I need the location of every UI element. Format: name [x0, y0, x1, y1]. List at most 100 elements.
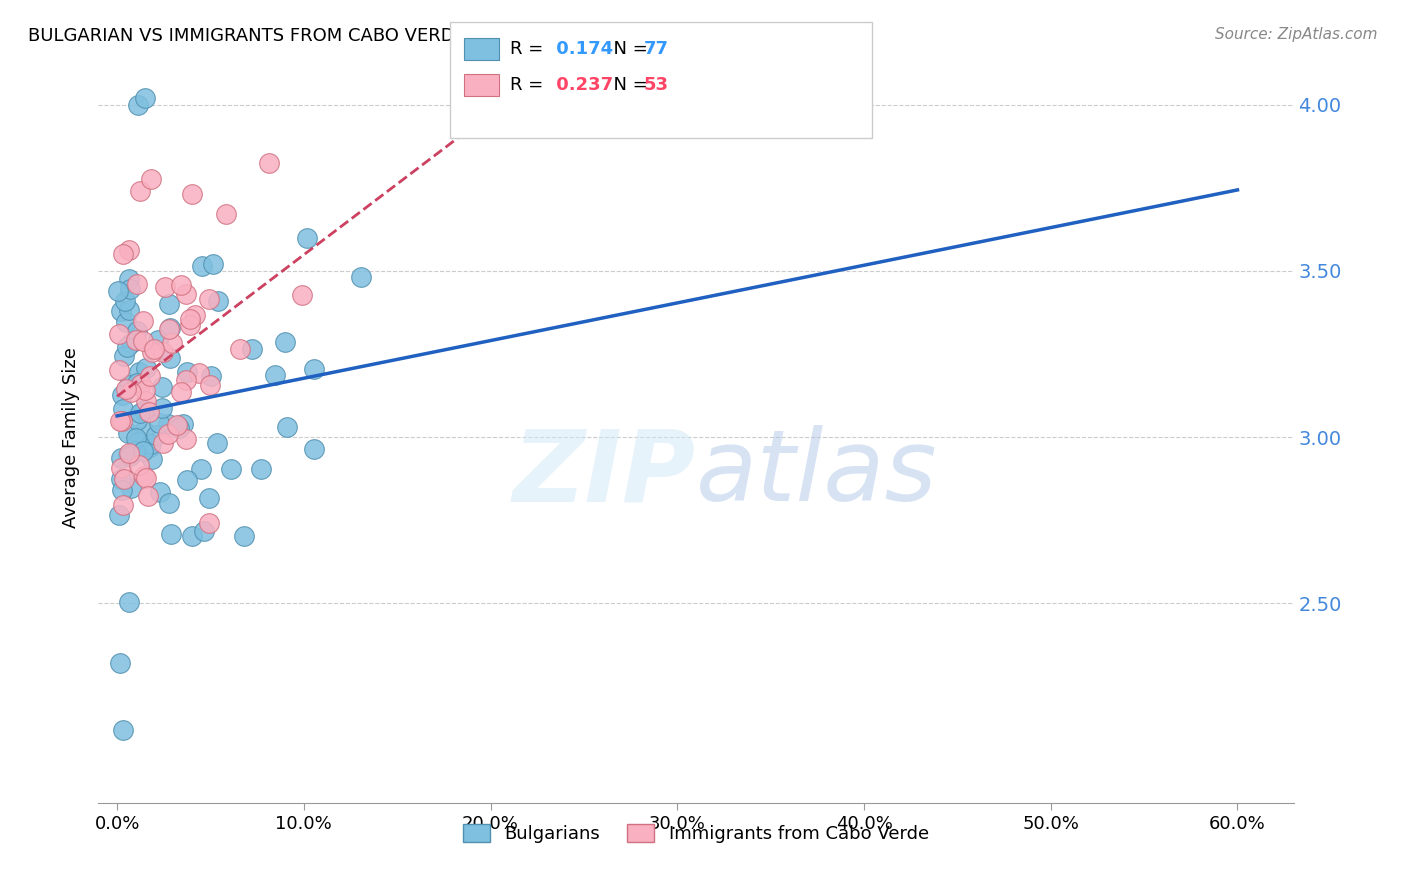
Point — [193, 524, 215, 539]
Point — [139, 437, 162, 451]
Point — [350, 270, 373, 285]
Point — [302, 442, 325, 456]
Point — [200, 378, 222, 392]
Point — [135, 360, 157, 375]
Text: 0.237: 0.237 — [550, 76, 613, 94]
Text: R =: R = — [510, 40, 550, 58]
Point — [201, 257, 224, 271]
Point — [159, 321, 181, 335]
Text: Source: ZipAtlas.com: Source: ZipAtlas.com — [1215, 27, 1378, 42]
Point — [159, 351, 181, 366]
Point — [176, 373, 198, 387]
Point — [111, 483, 134, 497]
Point — [150, 380, 173, 394]
Point — [110, 303, 132, 318]
Point — [276, 420, 298, 434]
Point — [233, 529, 256, 543]
Point — [141, 172, 163, 186]
Point — [108, 656, 131, 670]
Point — [200, 369, 222, 384]
Point — [110, 414, 132, 428]
Text: N =: N = — [602, 76, 654, 94]
Point — [257, 156, 280, 170]
Point — [148, 333, 170, 347]
Point — [157, 322, 180, 336]
Point — [160, 527, 183, 541]
Point — [132, 403, 155, 417]
Point — [184, 308, 207, 322]
Point — [127, 435, 149, 450]
Point — [128, 365, 150, 379]
Point — [111, 498, 134, 512]
Point — [112, 349, 135, 363]
Point — [157, 417, 180, 432]
Point — [118, 272, 141, 286]
Point — [110, 451, 132, 466]
Point — [127, 97, 149, 112]
Point — [152, 344, 174, 359]
Y-axis label: Average Family Size: Average Family Size — [62, 347, 80, 527]
Point — [134, 383, 156, 397]
Point — [120, 482, 142, 496]
Point — [125, 277, 148, 292]
Point — [108, 508, 131, 522]
Point — [108, 363, 131, 377]
Point — [135, 394, 157, 409]
Point — [117, 303, 139, 318]
Point — [174, 286, 197, 301]
Point — [157, 496, 180, 510]
Point — [141, 451, 163, 466]
Point — [132, 313, 155, 327]
Point — [198, 516, 221, 531]
Text: R =: R = — [510, 76, 550, 94]
Text: 0.174: 0.174 — [550, 40, 613, 58]
Point — [207, 294, 229, 309]
Point — [219, 462, 242, 476]
Point — [179, 311, 201, 326]
Point — [115, 382, 138, 396]
Point — [120, 282, 142, 296]
Point — [132, 334, 155, 348]
Point — [132, 469, 155, 483]
Point — [264, 368, 287, 383]
Point — [111, 414, 134, 428]
Point — [139, 369, 162, 384]
Point — [112, 472, 135, 486]
Text: 53: 53 — [644, 76, 669, 94]
Point — [115, 315, 138, 329]
Point — [138, 440, 160, 454]
Text: ZIP: ZIP — [513, 425, 696, 522]
Point — [127, 412, 149, 426]
Point — [170, 278, 193, 293]
Point — [176, 365, 198, 379]
Point — [138, 405, 160, 419]
Point — [198, 491, 221, 506]
Point — [152, 436, 174, 450]
Point — [111, 388, 134, 402]
Point — [108, 326, 131, 341]
Point — [118, 595, 141, 609]
Point — [167, 421, 190, 435]
Legend: Bulgarians, Immigrants from Cabo Verde: Bulgarians, Immigrants from Cabo Verde — [454, 815, 938, 852]
Point — [118, 244, 141, 258]
Point — [134, 424, 156, 438]
Point — [172, 417, 194, 432]
Point — [190, 260, 212, 274]
Point — [129, 184, 152, 198]
Point — [120, 384, 142, 399]
Text: N =: N = — [602, 40, 654, 58]
Point — [117, 426, 139, 441]
Point — [120, 335, 142, 350]
Point — [273, 334, 295, 349]
Point — [118, 378, 141, 392]
Point — [148, 416, 170, 430]
Point — [295, 231, 318, 245]
Point — [179, 318, 201, 332]
Point — [170, 384, 193, 399]
Point — [125, 376, 148, 391]
Point — [180, 529, 202, 543]
Point — [242, 342, 264, 356]
Point — [228, 342, 250, 356]
Point — [205, 436, 228, 450]
Point — [215, 207, 238, 221]
